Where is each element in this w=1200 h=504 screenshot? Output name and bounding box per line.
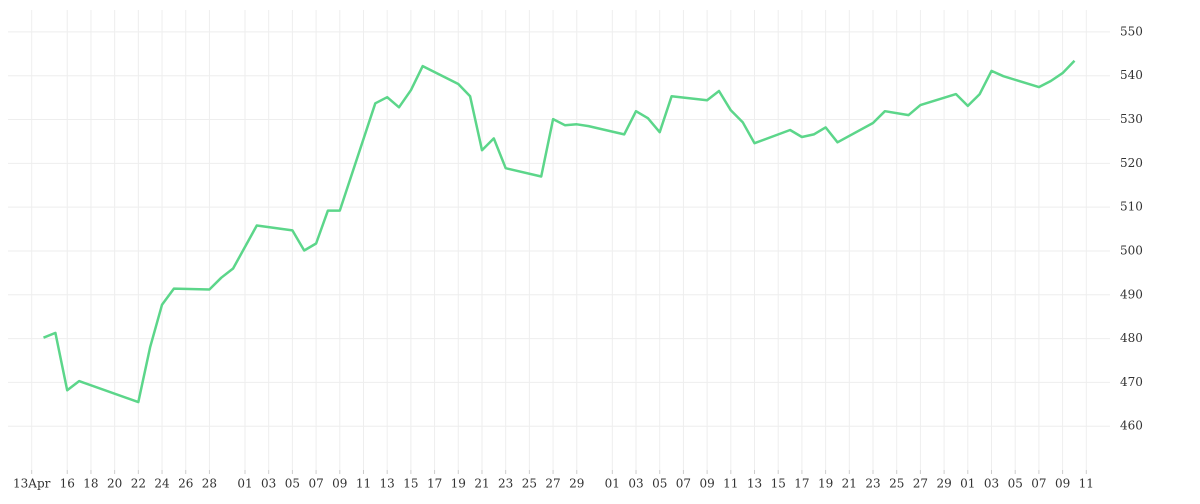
x-tick-label: 17 — [427, 477, 442, 491]
x-tick-label: 27 — [545, 477, 560, 491]
x-tick-label: 01 — [237, 477, 252, 491]
x-tick-label: 05 — [285, 477, 300, 491]
x-tick-label: 19 — [818, 477, 833, 491]
y-tick-label: 500 — [1120, 243, 1143, 257]
x-tick-label: 09 — [699, 477, 714, 491]
x-tick-label: 22 — [131, 477, 146, 491]
x-tick-label: 05 — [652, 477, 667, 491]
x-tick-label: 01 — [605, 477, 620, 491]
x-tick-label: 13Apr — [13, 477, 51, 491]
x-tick-label: 23 — [865, 477, 880, 491]
y-tick-label: 470 — [1120, 375, 1143, 389]
x-tick-label: 13 — [380, 477, 395, 491]
x-tick-label: 21 — [474, 477, 489, 491]
y-tick-label: 480 — [1120, 331, 1143, 345]
x-tick-label: 27 — [913, 477, 928, 491]
x-tick-label: 15 — [403, 477, 418, 491]
x-tick-label: 28 — [202, 477, 217, 491]
x-tick-label: 17 — [794, 477, 809, 491]
y-tick-label: 540 — [1120, 68, 1143, 82]
line-series — [43, 59, 1076, 404]
x-tick-label: 07 — [308, 477, 323, 491]
x-tick-label: 11 — [723, 477, 738, 491]
x-tick-label: 18 — [83, 477, 98, 491]
x-tick-label: 07 — [1031, 477, 1046, 491]
x-tick-label: 03 — [261, 477, 276, 491]
y-tick-label: 530 — [1120, 112, 1143, 126]
x-tick-label: 23 — [498, 477, 513, 491]
x-tick-label: 13 — [747, 477, 762, 491]
x-tick-label: 15 — [771, 477, 786, 491]
x-tick-label: 07 — [676, 477, 691, 491]
x-tick-label: 29 — [569, 477, 584, 491]
x-tick-label: 01 — [960, 477, 975, 491]
y-tick-label: 510 — [1120, 200, 1143, 214]
x-tick-label: 20 — [107, 477, 122, 491]
x-tick-label: 19 — [451, 477, 466, 491]
x-tick-label: 16 — [60, 477, 75, 491]
x-tick-label: 09 — [1055, 477, 1070, 491]
x-tick-label: 21 — [842, 477, 857, 491]
y-tick-label: 550 — [1120, 24, 1143, 38]
x-tick-label: 03 — [984, 477, 999, 491]
x-tick-label: 25 — [522, 477, 537, 491]
y-tick-label: 490 — [1120, 287, 1143, 301]
y-tick-label: 460 — [1120, 419, 1143, 433]
x-tick-label: 26 — [178, 477, 193, 491]
x-tick-label: 05 — [1008, 477, 1023, 491]
x-tick-label: 11 — [1079, 477, 1094, 491]
x-tick-label: 11 — [356, 477, 371, 491]
y-tick-label: 520 — [1120, 156, 1143, 170]
x-tick-label: 03 — [628, 477, 643, 491]
x-tick-label: 24 — [154, 477, 170, 491]
x-tick-label: 25 — [889, 477, 904, 491]
x-tick-label: 09 — [332, 477, 347, 491]
x-tick-label: 29 — [936, 477, 951, 491]
